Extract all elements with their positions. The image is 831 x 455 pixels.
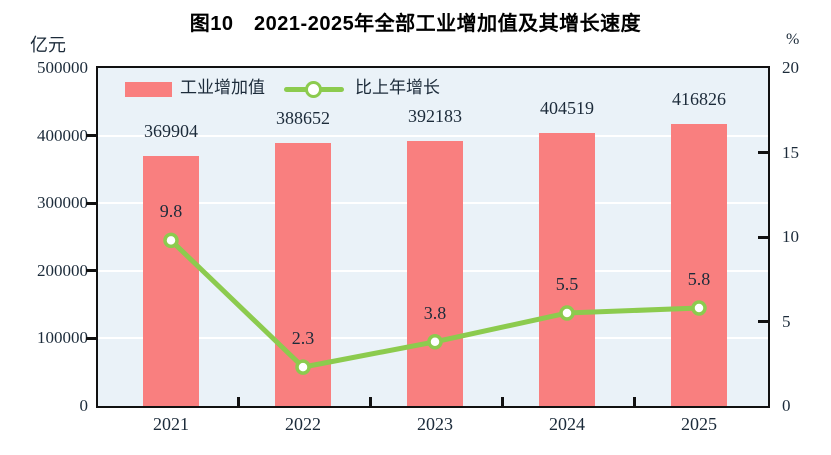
bar-2023 [407, 140, 463, 406]
growth-value-label: 2.3 [291, 328, 315, 349]
y-axis-tick-label-left: 200000 [37, 260, 88, 280]
right-axis-tick [758, 235, 768, 239]
x-axis-tick [369, 397, 372, 406]
y-axis-tick-label-left: 400000 [37, 125, 88, 145]
growth-point [427, 334, 443, 350]
x-axis-tick [237, 397, 240, 406]
bar-2021 [143, 155, 199, 406]
y-axis-tick-label-left: 100000 [37, 328, 88, 348]
legend-bar-swatch-icon [125, 82, 172, 97]
left-axis-tick [86, 201, 96, 205]
x-axis-tick-label: 2025 [681, 414, 717, 434]
y-axis-tick-label-left: 300000 [37, 193, 88, 213]
left-axis-unit: 亿元 [30, 35, 66, 55]
y-axis-tick-label-right: 0 [782, 396, 791, 415]
x-axis-tick [501, 397, 504, 406]
growth-point [295, 359, 311, 375]
y-axis-tick-label-left: 500000 [37, 58, 88, 77]
growth-point [163, 232, 179, 249]
bar-2024 [539, 132, 595, 406]
bar-2025 [671, 124, 727, 406]
right-axis-tick [758, 151, 768, 154]
y-axis-tick-label-left: 0 [79, 396, 89, 415]
bar-value-label: 392183 [408, 105, 462, 126]
plot-area: 工业增加值 比上年增长 369904 388652 392183 404519 4168… [96, 66, 770, 408]
x-axis-tick [633, 397, 636, 406]
chart-title: 图10 2021-2025年全部工业增加值及其增长速度 [189, 13, 642, 35]
gridline [98, 134, 768, 137]
bar-value-label: 369904 [144, 120, 198, 141]
x-axis-tick-label: 2023 [417, 414, 453, 434]
y-axis-tick-label-right: 15 [782, 142, 799, 162]
left-axis-tick [86, 269, 96, 273]
right-axis-unit: % [786, 31, 800, 48]
x-axis-tick-label: 2021 [153, 414, 189, 434]
right-axis-tick [758, 320, 768, 323]
growth-value-label: 3.8 [423, 302, 447, 323]
growth-point [559, 305, 575, 321]
growth-value-label: 9.8 [159, 201, 183, 222]
legend-line-marker-icon [284, 80, 344, 100]
legend-bar-label: 工业增加值 [180, 78, 265, 97]
growth-value-label: 5.5 [555, 274, 579, 295]
bar-value-label: 416826 [672, 89, 726, 110]
y-axis-tick-label-right: 5 [782, 311, 791, 331]
growth-line [163, 232, 707, 375]
growth-value-label: 5.8 [687, 268, 711, 289]
legend-line-dot-icon [305, 81, 322, 98]
legend-line-label: 比上年增长 [355, 78, 440, 97]
x-axis-tick-label: 2022 [285, 414, 321, 434]
bar-value-label: 388652 [276, 108, 330, 129]
y-axis-tick-label-right: 20 [782, 58, 799, 77]
left-axis-tick [86, 336, 96, 340]
y-axis-tick-label-right: 10 [782, 227, 799, 246]
left-axis-tick [86, 134, 96, 138]
growth-point [691, 300, 707, 316]
legend: 工业增加值 比上年增长 [98, 68, 768, 108]
bar-value-label: 404519 [540, 97, 594, 118]
x-axis-tick-label: 2024 [549, 414, 585, 434]
